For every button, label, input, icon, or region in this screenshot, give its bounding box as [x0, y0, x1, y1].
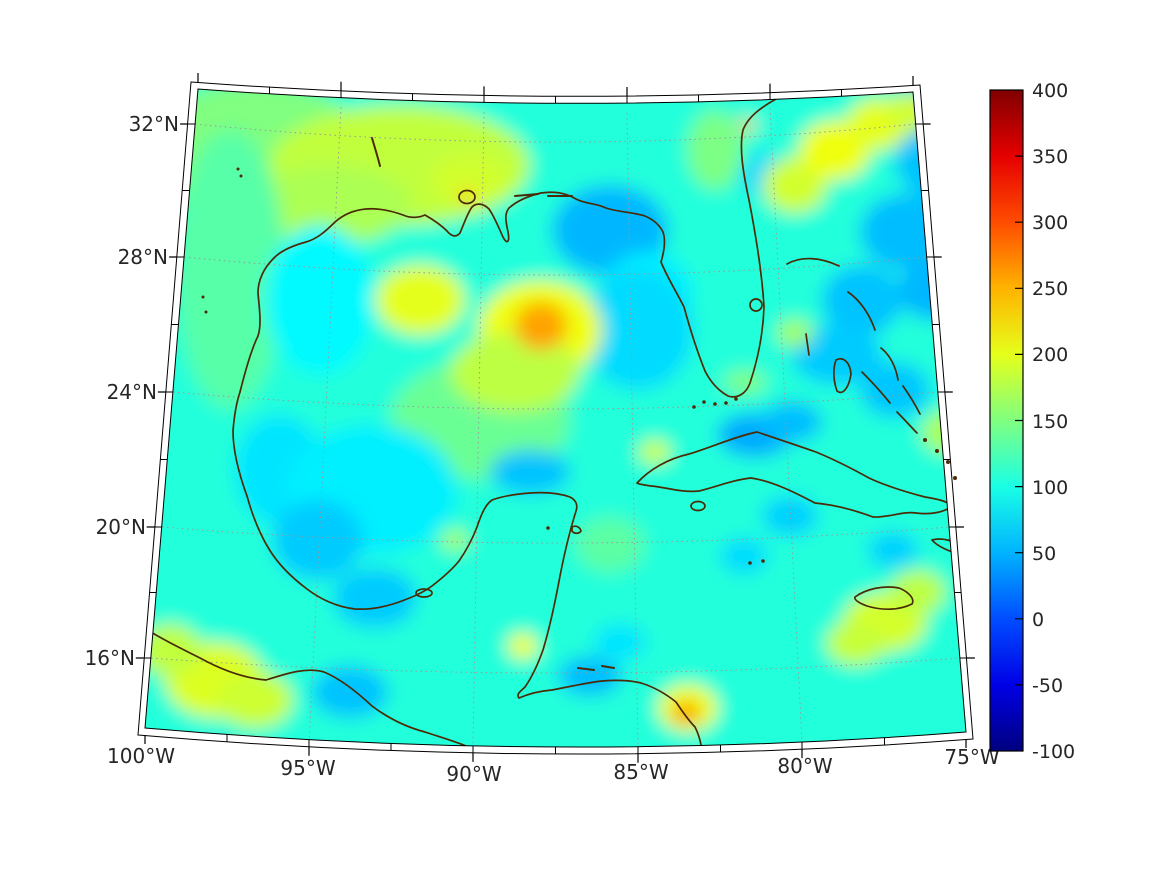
colorbar-tick-label: 400: [1032, 80, 1068, 102]
field-blob: [826, 621, 886, 665]
colorbar-tick-marks: [1015, 155, 1023, 686]
isla-juventud-outline: [690, 500, 706, 512]
field-blob: [458, 189, 476, 205]
field-blob: [594, 624, 646, 660]
colorbar-tick-label: 0: [1032, 609, 1044, 631]
field-blob: [515, 302, 567, 350]
field-blob: [583, 270, 693, 390]
colorbar-tick-label: 350: [1032, 146, 1068, 168]
field-blob: [575, 517, 645, 573]
frame-inner-boundary: [144, 88, 967, 748]
laguna-terminos-outline: [415, 588, 433, 598]
field-blob: [890, 570, 946, 614]
field-blob: [145, 624, 202, 676]
frame-segment-dividers: [143, 86, 967, 754]
field-blob: [508, 633, 538, 659]
colorbar-tick-label: 200: [1032, 344, 1068, 366]
field-blob: [450, 332, 580, 412]
field-blob: [175, 130, 285, 410]
field-blob: [777, 319, 813, 347]
field-blob: [312, 666, 388, 718]
field-blob: [860, 194, 950, 270]
coastline-cuba: [636, 431, 953, 518]
field-blob: [762, 496, 818, 536]
lake-okeechobee-outline: [749, 298, 763, 312]
field-blob: [922, 410, 966, 454]
field-blob: [639, 440, 671, 464]
lat-axis-labels: 32°N 28°N 24°N 20°N 16°N: [85, 112, 179, 670]
lon-tick-label-90w: 90°W: [446, 762, 501, 786]
field-blob: [250, 165, 410, 245]
island-dots: [201, 167, 957, 565]
coastline-jamaica: [854, 586, 914, 610]
lat-tick-label-32n: 32°N: [129, 112, 179, 136]
field-layer: [145, 89, 966, 748]
field-blob: [558, 656, 622, 696]
field-blob: [375, 265, 465, 335]
graticule-layer: [150, 106, 961, 748]
colorbar: 400 350 300 250 200 150 100 50 0 -50 -10…: [989, 80, 1075, 763]
lon-tick-label-85w: 85°W: [613, 760, 668, 784]
lon-tick-label-100w: 100°W: [107, 744, 175, 768]
lon-tick-label-80w: 80°W: [777, 754, 832, 778]
field-blob: [792, 325, 882, 385]
field-blob: [265, 225, 375, 375]
field-blob: [333, 568, 417, 628]
colorbar-tick-label: 100: [1032, 477, 1068, 499]
field-blob: [673, 702, 699, 724]
frame-outer-boundary: [137, 81, 974, 755]
field-blob: [441, 529, 469, 551]
lake-pontchartrain-outline: [458, 189, 476, 205]
colorbar-tick-label: 50: [1032, 543, 1056, 565]
axis-tick-marks: [135, 73, 975, 763]
field-blob: [723, 370, 767, 394]
field-blob: [822, 265, 902, 335]
lat-tick-label-20n: 20°N: [96, 515, 146, 539]
coastline-bahamas: [786, 257, 921, 434]
cozumel-outline: [571, 525, 582, 535]
island-dashes-roatan-barrier: [371, 137, 615, 671]
parallel-gridlines: [150, 123, 961, 674]
colorbar-tick-label: 300: [1032, 212, 1068, 234]
lon-tick-label-95w: 95°W: [280, 756, 335, 780]
field-blob: [762, 402, 822, 442]
lon-axis-labels: 100°W 95°W 90°W 85°W 80°W 75°W: [107, 744, 1000, 786]
field-blob: [687, 110, 743, 190]
field-blob: [720, 538, 768, 574]
field-blob: [895, 120, 966, 200]
field-blob: [490, 450, 570, 494]
colorbar-tick-label: -50: [1032, 675, 1063, 697]
field-blob: [217, 672, 293, 728]
coastline-us-gulf-florida: [239, 98, 777, 398]
colorbar-labels: 400 350 300 250 200 150 100 50 0 -50 -10…: [1032, 80, 1075, 763]
field-blob: [430, 155, 510, 205]
coastline-mexico-yucatan-honduras: [232, 391, 702, 746]
colorbar-tick-label: -100: [1032, 741, 1075, 763]
map-frame: [135, 73, 975, 763]
field-blob: [886, 92, 934, 132]
lat-tick-label-24n: 24°N: [107, 380, 157, 404]
field-blob: [868, 532, 918, 568]
field-blob: [860, 362, 930, 418]
colorbar-tick-label: 150: [1032, 411, 1068, 433]
field-blob: [552, 185, 668, 275]
field-blob: [898, 260, 966, 320]
colorbar-tick-label: 250: [1032, 278, 1068, 300]
coastline-pacific-mexico: [145, 626, 467, 747]
coastline-layer: [145, 98, 966, 747]
field-blob: [273, 500, 363, 580]
lat-tick-label-16n: 16°N: [85, 646, 135, 670]
lat-tick-label-28n: 28°N: [118, 245, 168, 269]
